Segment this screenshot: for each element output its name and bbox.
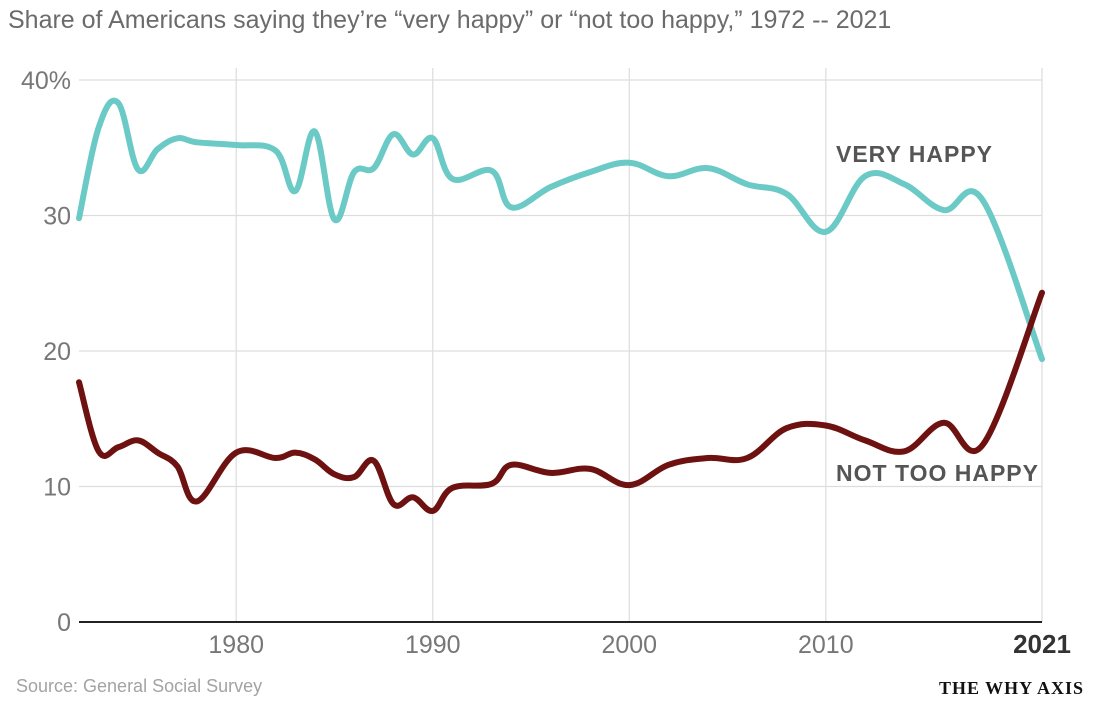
y-tick-label: 10 [43, 474, 71, 502]
chart-subtitle: Share of Americans saying they’re “very … [8, 6, 892, 34]
source-note: Source: General Social Survey [16, 676, 263, 696]
series-lines [76, 97, 1045, 514]
y-tick-label: 40% [21, 67, 71, 95]
y-tick-label: 20 [43, 338, 71, 366]
series-label-1: NOT TOO HAPPY [836, 460, 1039, 486]
series-line-0 [76, 97, 1045, 363]
brand-logo: THE WHY AXIS [938, 678, 1084, 698]
series-labels: VERY HAPPY NOT TOO HAPPY [836, 141, 1039, 486]
y-tick-label: 0 [57, 609, 71, 637]
y-tick-label: 30 [43, 203, 71, 231]
axes: 0 10 20 30 40% 1980 1990 2000 2010 2021 [21, 67, 1071, 659]
gridlines [79, 68, 1043, 622]
x-tick-label: 2021 [1013, 629, 1071, 659]
x-tick-label: 1990 [405, 631, 461, 659]
series-line-1 [76, 289, 1045, 514]
x-tick-label: 2010 [798, 631, 854, 659]
x-tick-label: 1980 [208, 631, 264, 659]
series-label-0: VERY HAPPY [836, 141, 993, 167]
x-tick-label: 2000 [601, 631, 657, 659]
